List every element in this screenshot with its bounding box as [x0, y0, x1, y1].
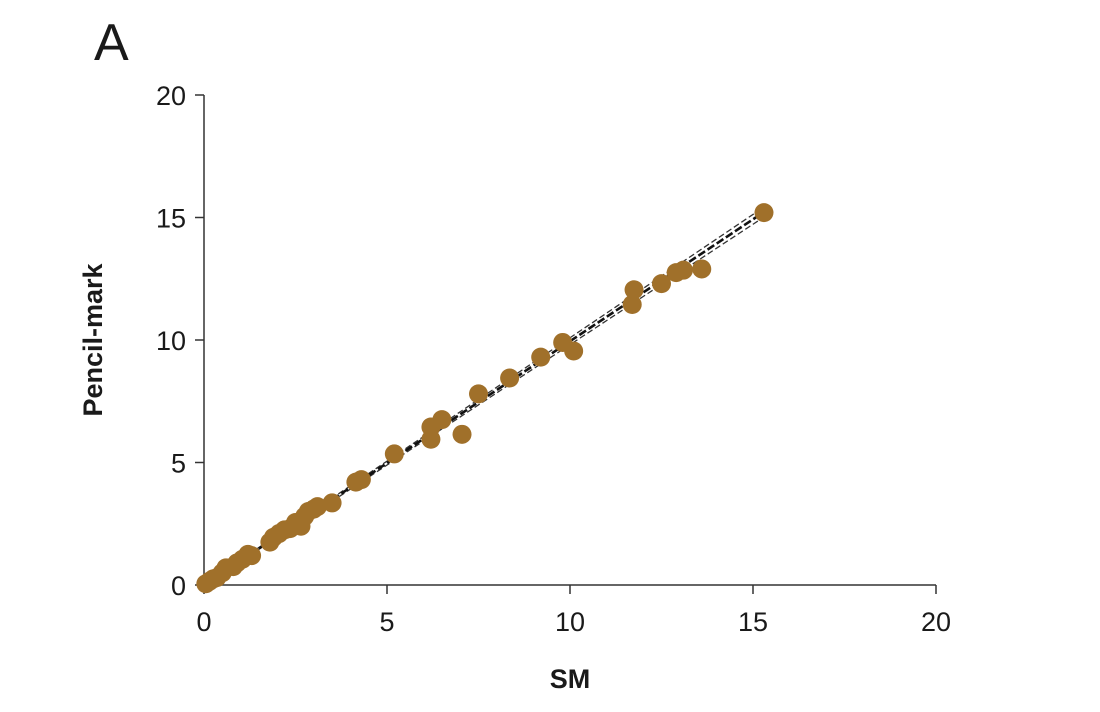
x-tick-label: 20 [921, 607, 951, 637]
y-tick-label: 20 [156, 81, 186, 111]
data-point [307, 497, 327, 517]
y-tick-label: 15 [156, 204, 186, 234]
data-point [322, 493, 342, 513]
x-axis-ticks: 0 5 10 15 20 [196, 585, 951, 637]
x-tick-label: 15 [738, 607, 768, 637]
data-point [622, 294, 642, 314]
data-point [242, 546, 262, 566]
data-point [652, 274, 671, 294]
data-point [432, 410, 452, 430]
y-axis-title: Pencil-mark [78, 262, 108, 416]
x-axis-title: SM [550, 664, 591, 694]
data-point [351, 470, 371, 490]
panel-label: A [94, 14, 129, 72]
y-tick-label: 0 [171, 571, 186, 601]
data-point [754, 203, 774, 223]
data-point [469, 384, 488, 404]
x-tick-label: 0 [196, 607, 211, 637]
data-point [624, 280, 644, 300]
data-point [673, 260, 693, 280]
y-axis-ticks: 0 5 10 15 20 [156, 81, 204, 601]
data-point [452, 424, 472, 444]
data-point [531, 347, 551, 367]
data-points [196, 203, 774, 594]
axes: 0 5 10 15 20 0 5 10 15 20 [156, 81, 951, 637]
data-point [384, 444, 404, 464]
y-tick-label: 5 [171, 449, 186, 479]
x-tick-label: 5 [379, 607, 394, 637]
x-tick-label: 10 [555, 607, 585, 637]
data-point [692, 259, 712, 279]
data-point [500, 368, 520, 388]
y-tick-label: 10 [156, 326, 186, 356]
data-point [564, 341, 584, 361]
